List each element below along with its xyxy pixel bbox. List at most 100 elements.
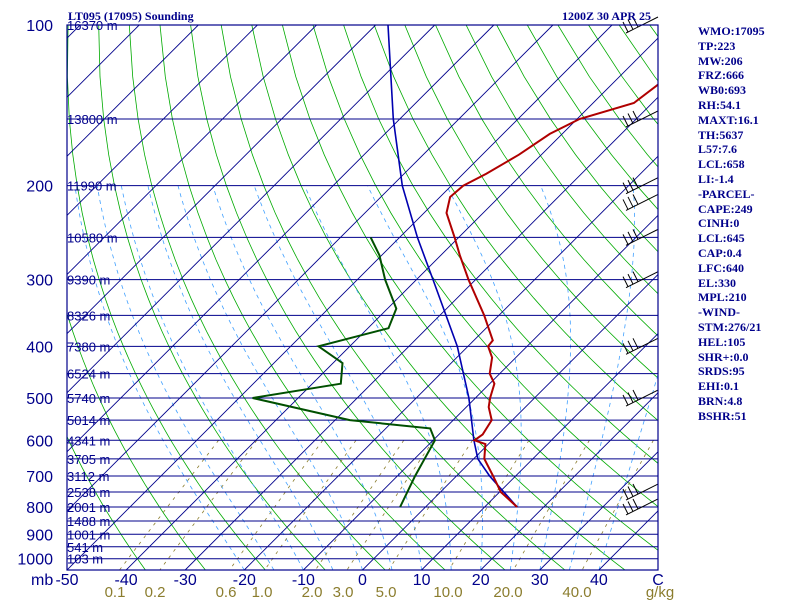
moist-adiabat xyxy=(569,185,636,570)
index-line: STM:276/21 xyxy=(698,319,762,334)
wind-barb-feather xyxy=(627,273,634,285)
wind-barb-feather xyxy=(627,501,634,512)
index-line: -PARCEL- xyxy=(698,186,755,201)
dry-adiabat xyxy=(67,435,146,570)
index-line: BSHR:51 xyxy=(698,408,747,423)
wind-barb-feather xyxy=(627,392,634,403)
moist-adiabat xyxy=(539,185,571,570)
plot-frame xyxy=(66,24,659,571)
index-line: MW:206 xyxy=(698,53,743,68)
pressure-tick-label: 900 xyxy=(26,527,53,544)
wind-barb-feather xyxy=(627,196,634,208)
wind-barb-staff xyxy=(625,110,659,128)
index-line: WB0:693 xyxy=(698,83,746,98)
mixing-ratio-line xyxy=(229,440,324,570)
isotherm xyxy=(67,25,613,570)
moist-adiabat xyxy=(367,185,483,570)
wind-barb-staff xyxy=(625,228,659,246)
index-line: LCL:645 xyxy=(698,231,745,246)
index-line: FRZ:666 xyxy=(698,68,744,83)
isotherm xyxy=(184,96,658,570)
dry-adiabat xyxy=(465,25,658,295)
isotherm xyxy=(421,332,658,570)
index-line: EL:330 xyxy=(698,275,737,290)
mixing-ratio-label: 40.0 xyxy=(562,584,591,600)
mixing-ratio-label: 2.0 xyxy=(302,584,323,600)
wind-barb-staff xyxy=(625,337,659,355)
wind-barb-feather xyxy=(632,338,639,349)
temperature-tick-label: -50 xyxy=(55,572,78,589)
moist-adiabat xyxy=(177,185,363,570)
temperature-tick-label: -10 xyxy=(292,572,315,589)
wind-barb-feather xyxy=(627,486,634,497)
mixing-ratio-label: 0.1 xyxy=(105,584,126,600)
isobar-lines xyxy=(67,24,658,560)
wind-barb-feather xyxy=(632,177,639,188)
wind-barb-feather xyxy=(632,271,639,282)
height-label: 2538 m xyxy=(67,485,110,500)
dry-adiabat xyxy=(435,25,658,337)
height-label: 541 m xyxy=(67,540,103,555)
pressure-tick-label: 100 xyxy=(26,18,53,35)
index-line: -WIND- xyxy=(698,305,740,320)
mixing-ratio-line xyxy=(388,440,473,570)
wind-barb-feather xyxy=(632,498,639,510)
sounding-profiles xyxy=(252,25,658,508)
index-line: TP:223 xyxy=(698,38,736,53)
parcel-trace xyxy=(387,25,518,508)
temperature-tick-label: 20 xyxy=(472,572,490,589)
height-label: 103 m xyxy=(67,552,103,567)
dry-adiabat xyxy=(772,25,800,570)
wind-barb-feather xyxy=(632,194,639,205)
index-line: MAXT:16.1 xyxy=(698,112,759,127)
wind-barb-feather xyxy=(632,389,639,401)
height-label: 3705 m xyxy=(67,452,110,467)
isotherm xyxy=(125,37,658,570)
moist-adiabat xyxy=(74,185,245,570)
wind-barb-feather xyxy=(627,179,634,191)
wind-barb-staff xyxy=(625,483,659,501)
moist-adiabat xyxy=(598,373,658,570)
temperature-tick-label: 10 xyxy=(413,572,431,589)
height-label: 8326 m xyxy=(67,308,110,323)
mixing-ratio-line xyxy=(119,440,219,570)
wind-barb-feather xyxy=(622,21,629,33)
index-line: CINH:0 xyxy=(698,216,740,231)
wind-barb-feather xyxy=(622,182,629,193)
temperature-tick-label: -30 xyxy=(174,572,197,589)
wind-barb-feather xyxy=(632,483,639,495)
mixing-ratio-line xyxy=(159,440,258,570)
index-line: MPL:210 xyxy=(698,290,747,305)
index-line: WMO:17095 xyxy=(698,24,765,38)
dry-adiabat xyxy=(67,312,206,570)
pressure-tick-label: 300 xyxy=(26,273,53,290)
height-label: 7380 m xyxy=(67,339,110,354)
pressure-tick-label: 1000 xyxy=(17,552,53,569)
mixing-ratio-line xyxy=(513,440,590,570)
temperature-tick-label: 30 xyxy=(531,572,549,589)
pressure-tick-label: 500 xyxy=(26,391,53,408)
temperature-trace xyxy=(445,83,658,508)
wind-barb-staff xyxy=(625,498,659,516)
wind-barb-feather xyxy=(622,343,629,354)
mixing-ratio-line xyxy=(448,440,530,570)
height-label: 4341 m xyxy=(67,433,110,448)
index-line: LFC:640 xyxy=(698,260,744,275)
isotherm xyxy=(539,451,658,570)
isotherm xyxy=(67,25,436,394)
dry-adiabat xyxy=(220,25,566,570)
mixing-ratio-label: g/kg xyxy=(646,584,674,600)
index-line: TH:5637 xyxy=(698,127,744,142)
sounding-time: 1200Z 30 APR 25 xyxy=(562,9,652,23)
wind-barb-feather xyxy=(622,394,629,406)
index-line: LCL:658 xyxy=(698,157,745,172)
temperature-tick-label: 40 xyxy=(590,572,608,589)
wind-barb-feather xyxy=(622,199,629,210)
isotherm xyxy=(0,25,21,570)
index-line: BRN:4.8 xyxy=(698,393,743,408)
wind-barb-feather xyxy=(627,113,634,124)
mixing-ratio-line xyxy=(264,440,357,570)
height-label: 1488 m xyxy=(67,514,110,529)
